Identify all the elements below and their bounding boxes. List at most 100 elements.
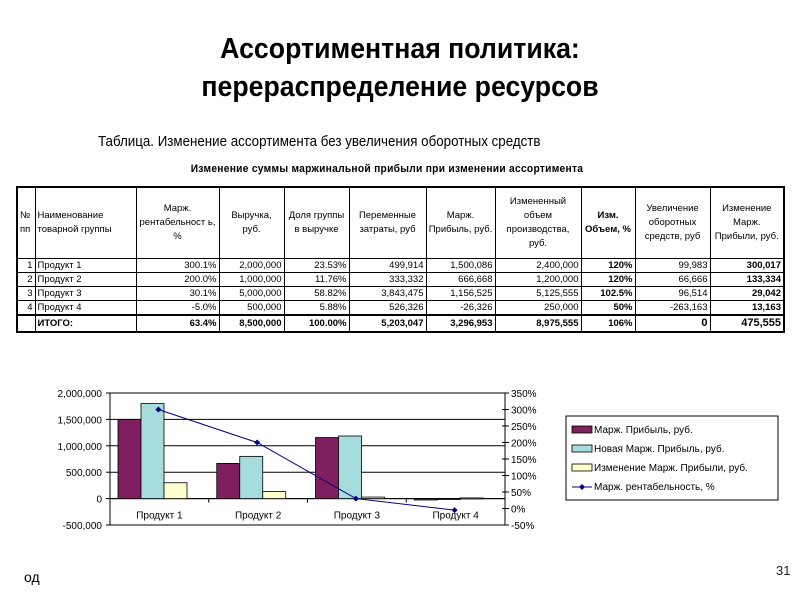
cell: 66,666 [634, 272, 711, 287]
cell: 5,125,555 [494, 286, 582, 301]
line-marker-icon [254, 439, 261, 446]
cell: 5.88% [283, 300, 350, 316]
cell: 0 [634, 314, 711, 333]
y-right-tick-label: -50% [511, 521, 534, 532]
legend-marker-icon [579, 484, 585, 490]
y-right-tick-label: 50% [511, 488, 531, 499]
bar-1 [413, 498, 438, 501]
title-line-2: перераспределение ресурсов [201, 71, 599, 103]
y-left-tick-label: 0 [96, 495, 102, 506]
cell: 2,000,000 [218, 258, 285, 273]
cell: 250,000 [494, 300, 582, 316]
cell: 499,914 [348, 258, 427, 273]
y-left-tick-label: -500,000 [63, 521, 103, 532]
combo-chart: 2,000,000 1,500,000 1,000,000 500,000 0 -500,… [58, 389, 779, 532]
cell: -26,326 [425, 300, 496, 316]
y-left-tick-label: 500,000 [66, 468, 103, 479]
bar-3 [459, 497, 484, 500]
legend-label: Марж. Прибыль, руб. [594, 424, 693, 436]
cell: Продукт 1 [34, 258, 137, 273]
legend-label: Марж. рентабельность, % [594, 481, 715, 493]
bar-1 [315, 437, 339, 500]
cell: 120% [580, 272, 636, 287]
cell: 5,000,000 [218, 286, 285, 301]
x-category-label: Продукт 4 [432, 511, 479, 522]
cell: 3,296,953 [425, 314, 496, 333]
title-line-1: Ассортиментная политика: [220, 33, 580, 65]
col-header-working-capital: Увеличение оборотных средств, руб [634, 186, 711, 259]
bar-2 [436, 498, 461, 500]
cell: 475,555 [709, 314, 785, 333]
col-header-num: № пп [16, 186, 36, 259]
bar-1 [216, 462, 241, 500]
col-header-variable-costs: Переменные затраты, руб [348, 186, 427, 259]
legend-box [565, 415, 779, 501]
cell: -263,163 [634, 300, 711, 316]
col-header-margin-profit: Марж. Прибыль, руб. [425, 186, 496, 259]
bar-2 [140, 403, 165, 500]
y-left-tick-label: 1,500,000 [58, 415, 103, 426]
footer-text: од [24, 569, 40, 585]
cell: 1,000,000 [218, 272, 285, 287]
y-right-tick-label: 200% [511, 439, 537, 450]
cell: 526,326 [348, 300, 427, 316]
cell: 8,975,555 [494, 314, 582, 333]
table-total-row: ИТОГО: 63.4% 8,500,000 100.00% 5,203,047… [16, 314, 785, 333]
col-header-share: Доля группы в выручке [283, 186, 350, 259]
bar-2 [239, 455, 264, 499]
cell: 50% [580, 300, 636, 316]
page-number: 31 [776, 563, 791, 578]
table-row: 2 Продукт 2 200.0% 1,000,000 11.76% 333,… [16, 272, 785, 287]
cell: 333,332 [348, 272, 427, 287]
table-row: 3 Продукт 3 30.1% 5,000,000 58.82% 3,843… [16, 286, 785, 301]
cell: 106% [580, 314, 636, 333]
cell: 8,500,000 [218, 314, 285, 333]
bar-2 [338, 435, 362, 500]
cell: -5.0% [135, 300, 220, 316]
y-right-tick-label: 0% [511, 505, 526, 516]
legend-label: Новая Марж. Прибыль, руб. [594, 443, 724, 455]
cell: 500,000 [218, 300, 285, 316]
cell: 3 [16, 286, 36, 301]
legend-swatch [571, 463, 593, 472]
cell: 300,017 [709, 258, 785, 273]
table-header-row: № пп Наименование товарной группы Марж. … [16, 186, 785, 259]
cell: 1,500,086 [425, 258, 496, 273]
cell: 300.1% [135, 258, 220, 273]
cell: 58.82% [283, 286, 350, 301]
y-right-tick-label: 300% [511, 406, 537, 417]
y-left-tick-label: 2,000,000 [58, 389, 103, 400]
cell: 200.0% [135, 272, 220, 287]
cell: 13,163 [709, 300, 785, 316]
y-right-tick-label: 150% [511, 455, 537, 466]
cell: 666,668 [425, 272, 496, 287]
cell: 1 [16, 258, 36, 273]
line-series [158, 408, 455, 511]
bar-3 [361, 496, 385, 499]
cell: 1,200,000 [494, 272, 582, 287]
y-right-tick-label: 350% [511, 389, 537, 400]
cell: 30.1% [135, 286, 220, 301]
cell: 11.76% [283, 272, 350, 287]
line-marker-icon [451, 507, 458, 514]
y-left-tick-label: 1,000,000 [58, 442, 103, 453]
cell: Продукт 2 [34, 272, 137, 287]
cell: 2 [16, 272, 36, 287]
cell: 102.5% [580, 286, 636, 301]
bar-3 [262, 491, 287, 500]
cell: 133,334 [709, 272, 785, 287]
legend-label: Изменение Марж. Прибыли, руб. [594, 462, 748, 474]
bar-3 [163, 482, 188, 499]
cell: 1,156,525 [425, 286, 496, 301]
slide-title: Ассортиментная политика: перераспределен… [32, 30, 768, 106]
cell: 29,042 [709, 286, 785, 301]
y-right-tick-label: 100% [511, 472, 537, 483]
x-category-label: Продукт 1 [136, 511, 183, 522]
col-header-volume-change: Изм. Объем, % [580, 186, 636, 259]
col-header-profit-change: Изменение Марж. Прибыли, руб. [709, 186, 785, 259]
legend-swatch [571, 444, 593, 453]
col-header-revenue: Выручка, руб. [218, 186, 285, 259]
cell: 4 [16, 300, 36, 316]
line-marker-icon [352, 495, 359, 502]
data-table: № пп Наименование товарной группы Марж. … [16, 186, 785, 333]
